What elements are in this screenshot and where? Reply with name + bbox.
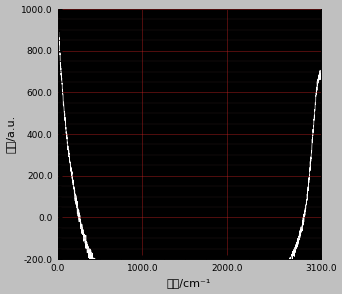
X-axis label: 波数/cm⁻¹: 波数/cm⁻¹ bbox=[167, 278, 211, 288]
Y-axis label: 强度/a.u.: 强度/a.u. bbox=[5, 115, 15, 153]
